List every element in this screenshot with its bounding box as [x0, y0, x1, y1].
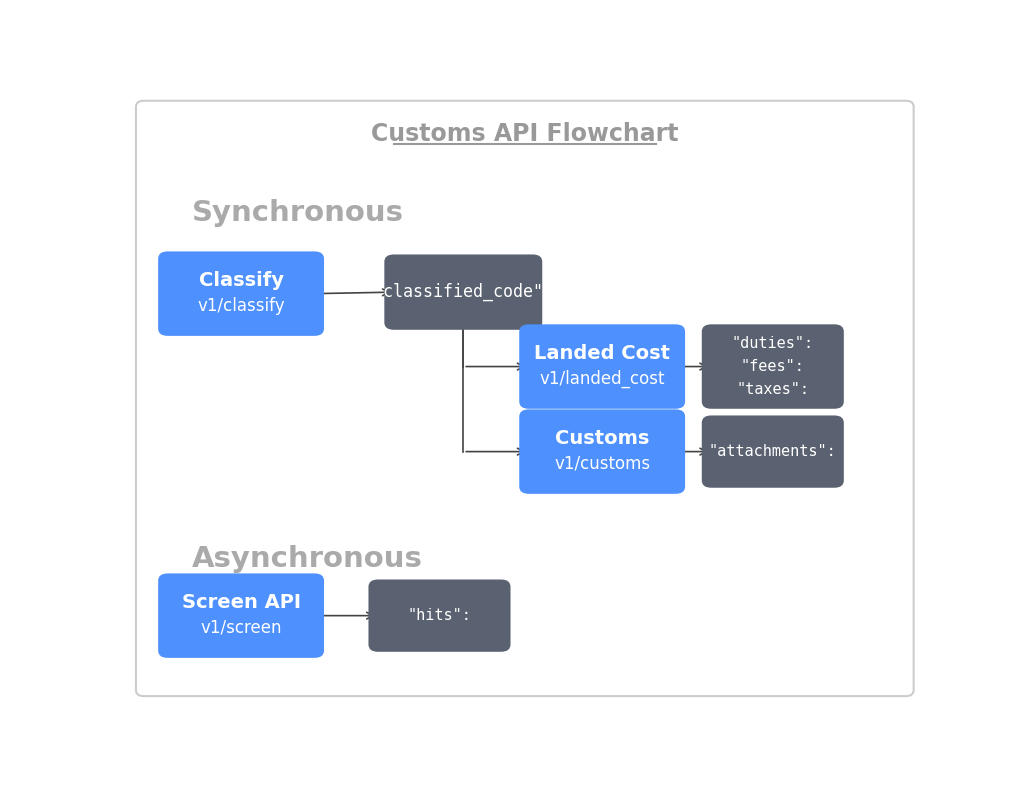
Text: v1/customs: v1/customs: [554, 454, 650, 473]
Text: Screen API: Screen API: [181, 593, 301, 611]
FancyBboxPatch shape: [519, 324, 685, 409]
Text: Classify: Classify: [199, 271, 284, 290]
Text: Landed Cost: Landed Cost: [535, 344, 670, 363]
Text: v1/classify: v1/classify: [198, 297, 285, 315]
FancyBboxPatch shape: [384, 255, 543, 330]
Text: "duties":
"fees":
"taxes":: "duties": "fees": "taxes":: [732, 335, 814, 398]
FancyBboxPatch shape: [369, 579, 511, 652]
Text: "classified_code":: "classified_code":: [374, 283, 553, 301]
Text: Customs API Flowchart: Customs API Flowchart: [371, 122, 679, 146]
Text: Synchronous: Synchronous: [191, 199, 403, 227]
FancyBboxPatch shape: [701, 416, 844, 488]
Text: "hits":: "hits":: [408, 608, 471, 623]
FancyBboxPatch shape: [519, 409, 685, 494]
Text: Asynchronous: Asynchronous: [191, 545, 422, 574]
Text: v1/landed_cost: v1/landed_cost: [540, 369, 665, 388]
FancyBboxPatch shape: [701, 324, 844, 409]
Text: v1/screen: v1/screen: [201, 619, 282, 637]
FancyBboxPatch shape: [136, 101, 913, 696]
Text: Customs: Customs: [555, 428, 649, 447]
FancyBboxPatch shape: [158, 574, 324, 658]
FancyBboxPatch shape: [158, 252, 324, 336]
Text: "attachments":: "attachments":: [709, 444, 837, 459]
